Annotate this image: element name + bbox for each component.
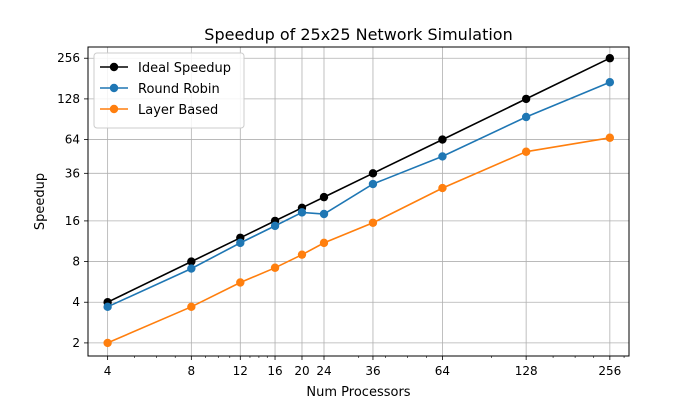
legend-item: Round Robin [100, 82, 220, 97]
legend-item: Layer Based [100, 103, 218, 118]
data-point [297, 250, 307, 259]
y-tick-label: 4 [72, 295, 80, 309]
data-point [187, 264, 196, 273]
data-point [438, 152, 447, 161]
x-tick-label: 64 [435, 364, 450, 378]
data-point [236, 278, 245, 287]
y-tick-label: 256 [57, 51, 80, 65]
x-tick-label: 20 [294, 364, 309, 378]
y-tick-label: 8 [72, 255, 80, 269]
y-tick-label: 2 [72, 336, 80, 350]
series-line [107, 137, 610, 344]
chart-title: Speedup of 25x25 Network Simulation [204, 25, 512, 44]
legend-label: Round Robin [138, 82, 220, 97]
y-tick-label: 16 [65, 214, 80, 228]
data-point [103, 338, 112, 348]
legend-label: Layer Based [138, 103, 218, 118]
data-point [368, 179, 378, 189]
data-point [368, 218, 378, 227]
data-point [438, 135, 447, 144]
data-point [270, 263, 280, 272]
x-tick-label: 12 [233, 364, 248, 378]
series-round-robin [103, 78, 615, 312]
data-point [438, 183, 447, 193]
data-point [319, 209, 329, 219]
data-point [605, 78, 615, 87]
data-point [103, 302, 112, 312]
data-point [521, 112, 531, 122]
data-point [236, 238, 245, 248]
series-group [103, 54, 615, 348]
data-point [270, 221, 280, 231]
x-tick-label: 24 [316, 364, 331, 378]
x-tick-label: 4 [104, 364, 112, 378]
data-point [319, 238, 329, 248]
x-tick-label: 8 [188, 364, 196, 378]
data-point [521, 147, 531, 156]
legend-marker [109, 62, 119, 72]
x-tick-label: 256 [598, 364, 621, 378]
legend-item: Ideal Speedup [100, 61, 231, 76]
legend-label: Ideal Speedup [138, 61, 231, 76]
legend-box [93, 52, 245, 129]
series-line [107, 57, 611, 303]
data-point [521, 94, 531, 104]
x-tick-label: 128 [515, 364, 538, 378]
y-tick-label: 64 [65, 133, 80, 147]
legend: Ideal Speedup Round Robin Layer Based [93, 52, 245, 129]
legend-marker [109, 104, 119, 114]
series-layer-based [103, 133, 615, 348]
data-point [605, 133, 615, 142]
data-point [605, 54, 615, 63]
data-point [187, 257, 196, 266]
x-axis-label: Num Processors [306, 385, 410, 400]
y-tick-label: 128 [57, 92, 80, 106]
y-tick-label: 36 [65, 166, 80, 180]
data-point [368, 169, 378, 178]
y-axis-label: Speedup [33, 173, 48, 230]
legend-marker [109, 83, 119, 93]
data-point [187, 302, 196, 312]
x-tick-label: 36 [365, 364, 380, 378]
series-line [107, 81, 611, 308]
data-point [297, 208, 307, 217]
data-point [319, 192, 329, 202]
x-tick-label: 16 [267, 364, 282, 378]
